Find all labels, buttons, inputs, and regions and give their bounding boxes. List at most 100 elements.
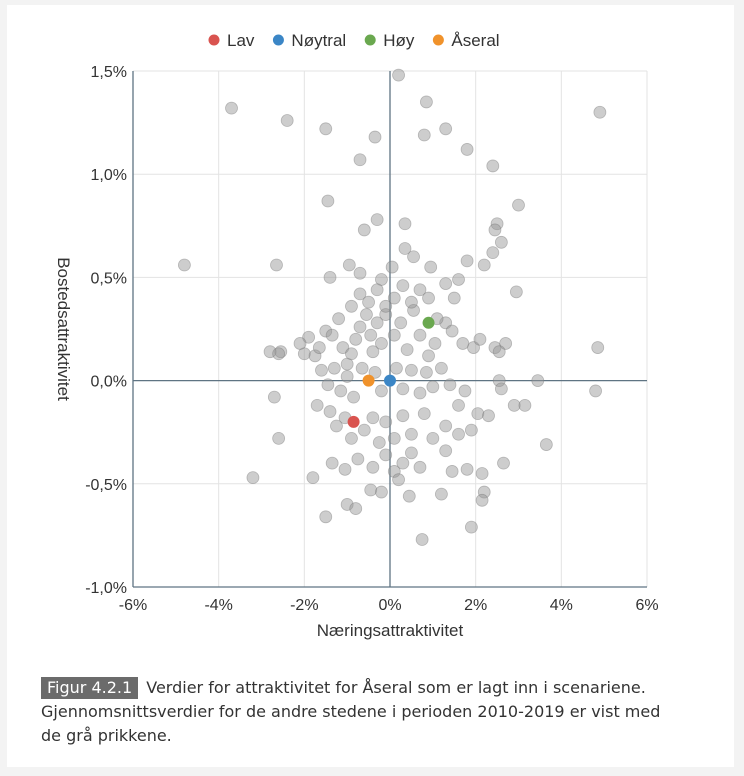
background-point [488,341,502,354]
x-axis-title: Næringsattraktivitet [317,621,464,640]
x-tick-label: -6% [119,597,147,614]
background-point [280,114,294,127]
background-point [385,260,399,274]
background-point [447,291,461,305]
background-point [464,520,478,534]
background-point [334,384,348,398]
y-tick-label: 1,5% [91,64,127,81]
background-point [460,254,474,268]
background-point [593,105,607,119]
series-points [347,316,435,428]
background-point [396,456,410,470]
legend-label-2: Høy [383,31,415,50]
legend-label-0: Lav [227,31,255,50]
background-point [443,378,457,392]
background-point [323,270,337,284]
background-point [460,462,474,476]
background-point [458,384,472,398]
background-point [507,398,521,412]
y-tick-label: 1,0% [91,167,127,184]
x-tick-label: -2% [290,597,318,614]
series-point-høy [422,316,435,329]
background-point [405,363,418,377]
background-point [353,266,367,280]
x-tick-label: -4% [204,597,232,614]
background-point [439,277,453,290]
background-point [396,409,410,423]
background-point [460,143,474,156]
background-point [477,258,491,272]
background-point [434,361,448,375]
background-point [475,467,489,480]
background-point [494,235,508,249]
background-point [387,328,401,342]
background-point [267,390,281,404]
background-point [353,153,367,167]
background-point [308,349,322,363]
background-point [477,485,491,499]
background-point [330,419,343,433]
figure-label: Figur 4.2.1 [41,677,139,699]
background-point [434,487,448,501]
background-point [347,390,360,404]
background-point [509,285,523,299]
background-point [310,398,324,412]
background-point [426,431,440,445]
background-points [177,68,607,546]
background-point [357,223,371,237]
background-point [531,374,545,388]
background-point [270,258,283,272]
background-point [342,258,356,272]
background-point [379,299,393,313]
background-point [338,462,352,476]
background-point [456,337,470,350]
background-point [379,448,393,462]
background-point [422,349,435,363]
background-point [402,489,416,503]
x-tick-label: 2% [464,597,487,614]
background-point [413,460,427,474]
series-point-nøytral [384,374,396,387]
background-point [445,465,459,478]
background-point [452,427,465,441]
background-point [302,330,316,344]
y-tick-label: 0,0% [91,374,127,391]
figure-card: Lav Nøytral Høy Åseral -6% -4% -2% 0% 2% 4% 6% 1,5… [7,5,734,767]
background-point [355,361,369,375]
background-point [452,398,465,412]
background-point [445,324,459,338]
x-tick-label: 0% [378,597,401,614]
background-point [398,217,412,231]
background-point [392,473,405,487]
background-point [321,194,335,208]
background-point [413,328,427,342]
x-tick-label: 6% [635,597,658,614]
background-point [439,316,453,330]
background-point [325,328,339,342]
background-point [407,250,420,264]
y-tick-label: 0,5% [91,270,127,287]
background-point [413,386,427,400]
background-point [321,378,335,392]
background-point [327,361,341,375]
background-point [494,382,508,396]
background-point [274,345,288,359]
background-point [368,130,382,144]
background-point [349,502,363,515]
background-point [325,456,339,470]
background-point [370,316,384,330]
background-point [315,363,328,377]
background-point [392,68,405,82]
background-point [345,347,358,361]
background-point [398,242,412,255]
background-point [497,456,510,470]
background-point [375,337,388,350]
background-point [177,258,191,272]
y-tick-label: -1,0% [85,580,127,597]
background-point [486,159,500,173]
background-point [439,419,453,433]
legend-label-1: Nøytral [291,31,346,50]
background-point [387,431,401,445]
background-point [225,101,238,115]
background-point [426,380,440,394]
